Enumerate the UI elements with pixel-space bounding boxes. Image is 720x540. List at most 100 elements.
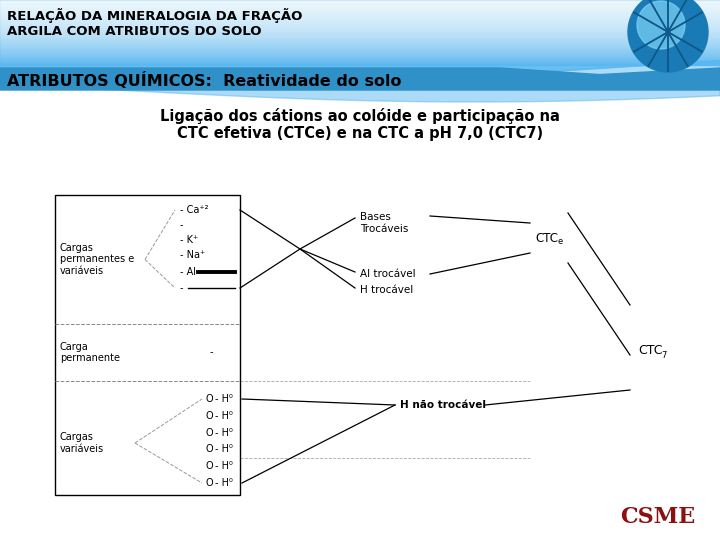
Text: - K⁺: - K⁺ (180, 235, 198, 245)
Text: 7: 7 (661, 350, 667, 360)
Bar (0, 6, 720, 7)
Text: CTC: CTC (638, 343, 662, 356)
Bar (0, 21, 720, 22)
Text: - H⁰: - H⁰ (215, 461, 233, 471)
Bar (0, 60, 720, 61)
Text: ARGILA COM ATRIBUTOS DO SOLO: ARGILA COM ATRIBUTOS DO SOLO (7, 25, 261, 38)
Bar (0, 4, 720, 5)
Circle shape (628, 0, 708, 72)
Bar (0, 11, 720, 12)
Bar (0, 44, 720, 45)
Bar (0, 5, 720, 6)
Bar (0, 12, 720, 13)
Text: Al trocável: Al trocável (360, 269, 415, 279)
Bar (0, 40, 720, 41)
Bar (0, 33, 720, 34)
Bar (55, 195, 240, 495)
Text: e: e (557, 238, 562, 246)
Text: - Na⁺: - Na⁺ (180, 250, 205, 260)
Text: CTC efetiva (CTCe) e na CTC a pH 7,0 (CTC7): CTC efetiva (CTCe) e na CTC a pH 7,0 (CT… (177, 126, 543, 141)
Text: CSME: CSME (621, 506, 696, 528)
Bar (0, 7, 720, 8)
Bar (0, 47, 720, 48)
Text: O: O (205, 394, 212, 404)
Text: O: O (205, 444, 212, 454)
Text: Cargas
variáveis: Cargas variáveis (60, 432, 104, 454)
Text: O: O (205, 478, 212, 488)
Bar (0, 56, 720, 57)
Bar (0, 41, 720, 42)
Text: O: O (205, 428, 212, 437)
Bar (0, 28, 720, 29)
Bar (0, 43, 720, 44)
Text: O: O (205, 411, 212, 421)
Bar (0, 36, 720, 37)
Bar (0, 45, 720, 46)
Bar (0, 32, 720, 33)
Bar (0, 2, 720, 3)
Bar (0, 37, 720, 38)
Bar (0, 15, 720, 16)
Bar (0, 18, 720, 19)
Text: -: - (180, 283, 184, 293)
Text: ATRIBUTOS QUÍMICOS:  Reatividade do solo: ATRIBUTOS QUÍMICOS: Reatividade do solo (7, 71, 402, 89)
Bar (0, 58, 720, 59)
Bar (0, 17, 720, 18)
Bar (0, 31, 720, 32)
Bar (0, 0, 720, 1)
Text: Cargas
permanentes e
variáveis: Cargas permanentes e variáveis (60, 243, 134, 276)
Bar (0, 27, 720, 28)
Bar (0, 54, 720, 55)
Text: -: - (180, 220, 184, 230)
Bar (0, 20, 720, 21)
Bar (0, 57, 720, 58)
Circle shape (637, 1, 685, 49)
Bar (0, 50, 720, 51)
Polygon shape (0, 68, 720, 90)
Bar (0, 48, 720, 49)
Text: - H⁰: - H⁰ (215, 394, 233, 404)
Text: - Al: - Al (180, 267, 196, 277)
Bar (0, 35, 720, 36)
Bar (0, 26, 720, 27)
Bar (0, 55, 720, 56)
Bar (0, 25, 720, 26)
Bar (0, 13, 720, 14)
Bar (0, 53, 720, 54)
Text: - H⁰: - H⁰ (215, 478, 233, 488)
Text: H não trocável: H não trocável (400, 400, 486, 410)
Bar (0, 1, 720, 2)
Bar (0, 38, 720, 39)
Bar (0, 34, 720, 35)
Bar (0, 22, 720, 23)
Text: - H⁰: - H⁰ (215, 428, 233, 437)
Bar (0, 9, 720, 10)
Bar (0, 30, 720, 31)
Bar (0, 19, 720, 20)
Bar (0, 49, 720, 50)
Bar (0, 61, 720, 62)
Text: H trocável: H trocável (360, 285, 413, 295)
Bar (0, 39, 720, 40)
Bar (0, 29, 720, 30)
Bar (0, 16, 720, 17)
Text: Bases
Trocáveis: Bases Trocáveis (360, 212, 408, 234)
Bar (0, 24, 720, 25)
Text: -: - (210, 348, 214, 357)
Text: RELAÇÃO DA MINERALOGIA DA FRAÇÃO: RELAÇÃO DA MINERALOGIA DA FRAÇÃO (7, 8, 302, 23)
Text: - Ca⁺²: - Ca⁺² (180, 205, 209, 215)
Bar (0, 23, 720, 24)
Text: O: O (205, 461, 212, 471)
Bar (0, 14, 720, 15)
Text: - H⁰: - H⁰ (215, 411, 233, 421)
Bar (0, 63, 720, 64)
Bar (0, 46, 720, 47)
Bar (0, 52, 720, 53)
Bar (0, 42, 720, 43)
Bar (0, 10, 720, 11)
Text: Ligação dos cátions ao colóide e participação na: Ligação dos cátions ao colóide e partici… (160, 108, 560, 124)
Bar (0, 59, 720, 60)
Bar (0, 51, 720, 52)
Text: CTC: CTC (535, 232, 558, 245)
Bar (0, 3, 720, 4)
